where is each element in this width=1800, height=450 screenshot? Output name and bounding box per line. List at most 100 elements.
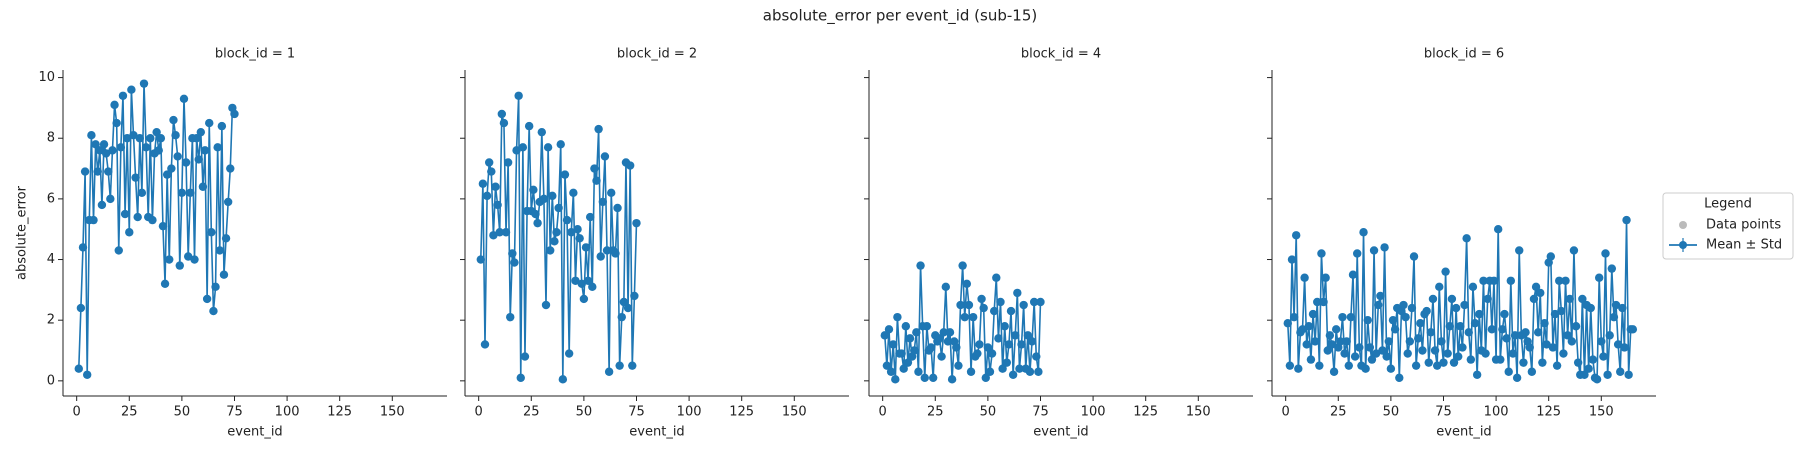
data-point [162, 170, 172, 179]
data-point [1023, 331, 1033, 340]
data-point [1363, 315, 1372, 325]
data-point [501, 228, 511, 237]
data-point [1510, 331, 1520, 340]
x-tick-label: 125 [327, 405, 352, 420]
data-point [1628, 325, 1638, 334]
y-tick-label: 8 [47, 131, 55, 146]
data-point [987, 349, 997, 358]
data-point [512, 146, 521, 155]
data-point [1548, 343, 1558, 352]
data-point [1462, 234, 1471, 243]
data-point [939, 328, 948, 337]
data-point [491, 182, 500, 191]
data-point [960, 312, 969, 322]
data-point [160, 279, 170, 288]
data-point [112, 118, 121, 128]
data-point [533, 218, 542, 228]
data-point [1401, 312, 1410, 322]
data-point [1365, 343, 1375, 352]
data-point [546, 246, 555, 255]
data-point [74, 364, 83, 373]
data-point [482, 191, 492, 201]
data-point [905, 334, 915, 343]
data-point [975, 340, 984, 349]
data-point [1418, 346, 1427, 355]
data-point [998, 364, 1007, 373]
data-point [230, 109, 239, 119]
data-point [996, 297, 1005, 307]
data-point [632, 218, 641, 228]
data-point [1445, 322, 1454, 331]
data-point [148, 215, 157, 225]
data-point [1542, 340, 1551, 349]
data-point [125, 228, 134, 237]
data-point [985, 367, 995, 376]
data-point [1439, 358, 1448, 367]
data-point [964, 300, 974, 310]
data-point [141, 143, 151, 152]
data-point [1359, 228, 1368, 237]
data-point [167, 164, 176, 173]
data-point [611, 249, 620, 258]
x-tick-label: 0 [73, 405, 81, 420]
data-point [1559, 349, 1568, 358]
panel-title: block_id = 2 [617, 47, 697, 62]
data-point [1321, 273, 1330, 282]
data-point [1302, 340, 1311, 349]
data-point [1557, 306, 1566, 316]
data-point [1013, 288, 1022, 298]
x-tick-label: 25 [1330, 405, 1347, 420]
data-point [1460, 300, 1469, 310]
data-point [1620, 343, 1629, 352]
data-point [1609, 312, 1619, 322]
data-point [152, 127, 161, 137]
legend-label: Data points [1706, 218, 1781, 233]
data-point [183, 252, 193, 261]
data-point [1361, 364, 1370, 373]
data-point [476, 255, 485, 264]
data-point [1599, 352, 1608, 361]
y-tick-label: 0 [47, 373, 55, 388]
data-point [1567, 337, 1577, 346]
data-point [133, 212, 142, 222]
data-point [1432, 361, 1442, 370]
data-point [1331, 325, 1341, 334]
data-point [954, 361, 963, 370]
x-axis-label: event_id [227, 425, 282, 440]
data-point [1428, 294, 1438, 304]
data-point [1340, 349, 1349, 358]
data-point [478, 179, 488, 188]
data-point [897, 349, 906, 358]
x-tick-label: 50 [980, 405, 997, 420]
data-point [1451, 303, 1461, 313]
data-point [1533, 328, 1543, 337]
data-point [569, 188, 578, 198]
data-point [893, 312, 902, 322]
x-tick-label: 125 [1133, 405, 1158, 420]
data-point [80, 167, 90, 176]
x-tick-label: 50 [576, 405, 593, 420]
data-point [548, 191, 557, 201]
data-point [1601, 249, 1610, 258]
legend-label: Mean ± Std [1706, 238, 1782, 253]
data-point [158, 221, 168, 231]
data-point [1555, 276, 1564, 285]
data-point [1371, 349, 1381, 358]
data-point [945, 328, 955, 337]
data-point [139, 79, 149, 88]
data-point [1414, 334, 1423, 343]
x-tick-label: 125 [1536, 405, 1561, 420]
data-point [592, 176, 601, 185]
data-point [484, 158, 494, 167]
data-point [1399, 300, 1408, 310]
data-point [1552, 361, 1562, 370]
data-point [524, 121, 534, 131]
x-tick-label: 50 [1383, 405, 1400, 420]
data-point [1563, 331, 1572, 340]
data-point [588, 282, 597, 292]
data-point [104, 167, 113, 176]
data-point [489, 231, 498, 240]
data-point [1529, 294, 1539, 304]
x-tick-label: 0 [879, 405, 887, 420]
data-point [1493, 225, 1503, 234]
